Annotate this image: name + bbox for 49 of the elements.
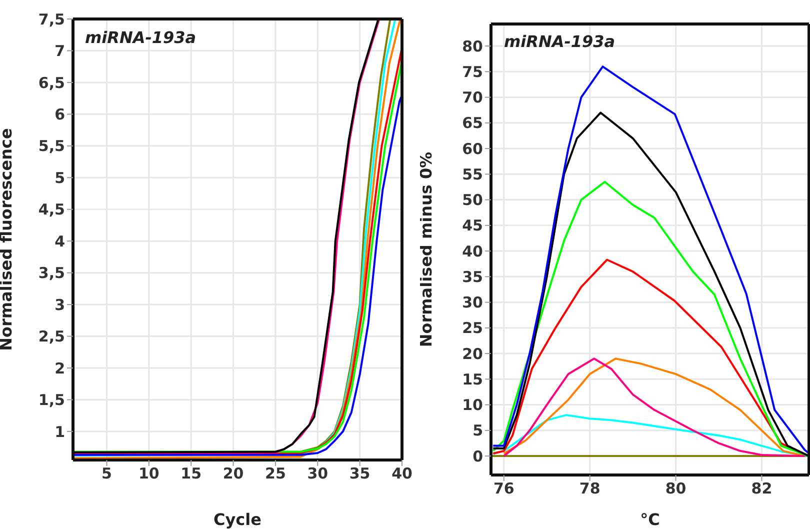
y-tick-label: 60 (462, 140, 483, 158)
y-tick-label: 80 (462, 37, 483, 56)
y-tick-label: 45 (462, 216, 483, 235)
y-tick-label: 3 (54, 296, 65, 314)
y-tick-label: 25 (462, 319, 483, 338)
y-tick-label: 5 (472, 422, 483, 440)
y-tick-label: 15 (462, 370, 483, 388)
y-tick-label: 0 (472, 447, 483, 466)
x-tick-label: 10 (138, 464, 160, 483)
x-tick-label: 76 (493, 480, 514, 498)
y-tick-label: 3,5 (38, 264, 65, 282)
line-series (502, 358, 806, 458)
y-tick-label: 55 (462, 165, 483, 184)
x-tick-label: 5 (102, 464, 112, 483)
text: miRNA-193a (504, 32, 616, 51)
line-series (492, 180, 809, 458)
y-tick-label: 70 (462, 88, 483, 107)
y-tick-label: 30 (462, 294, 483, 312)
x-tick-label: 78 (579, 480, 600, 498)
y-tick-label: 7,5 (38, 10, 65, 28)
x-tick-label: 20 (222, 464, 244, 483)
y-tick-label: 35 (462, 268, 483, 286)
x-tick-label: 40 (392, 464, 412, 483)
y-tick-label: 2,5 (38, 328, 65, 346)
text: miRNA-193a (85, 28, 196, 47)
x-axis-title: Cycle (214, 510, 262, 529)
y-tick-label: 5,5 (38, 137, 65, 156)
y-tick-label: 2 (54, 359, 65, 378)
y-tick-label: 6,5 (38, 74, 65, 92)
x-axis-title: °C (640, 510, 660, 529)
x-tick-label: 80 (665, 480, 686, 498)
y-tick-label: 50 (462, 191, 483, 210)
y-tick-label: 65 (462, 114, 483, 132)
y-tick-label: 7 (54, 42, 65, 60)
y-tick-label: 20 (462, 344, 483, 363)
y-tick-label: 6 (54, 106, 65, 124)
x-tick-label: 25 (265, 464, 286, 483)
y-tick-label: 1 (54, 422, 65, 441)
x-tick-label: 15 (180, 464, 202, 483)
y-tick-label: 4 (54, 232, 65, 250)
y-tick-label: 4,5 (38, 200, 65, 219)
y-tick-label: 75 (462, 62, 483, 81)
y-tick-label: 40 (462, 242, 483, 260)
y-tick-label: 5 (54, 168, 65, 187)
y-tick-label: 10 (462, 396, 483, 414)
x-tick-label: 82 (751, 480, 772, 498)
y-tick-label: 1,5 (38, 391, 65, 410)
x-tick-label: 30 (307, 464, 328, 483)
x-tick-label: 35 (349, 464, 370, 483)
